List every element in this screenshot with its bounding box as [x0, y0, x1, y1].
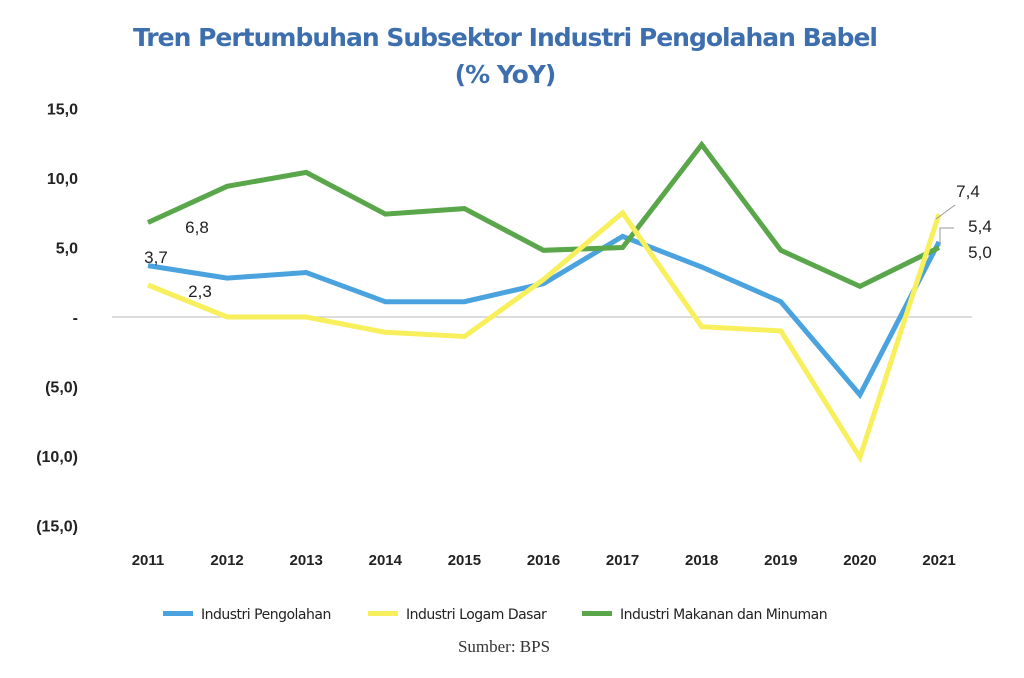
legend-swatch	[582, 611, 612, 616]
y-tick-label: 15,0	[47, 102, 78, 119]
series-line-industri-pengolahan	[147, 233, 942, 400]
x-tick-label: 2012	[210, 552, 243, 569]
chart-title: Tren Pertumbuhan Subsektor Industri Peng…	[133, 23, 877, 52]
legend-item: Industri Makanan dan Minuman	[582, 607, 828, 623]
y-axis-ticks: 15,0 10,0 5,0 - (5,0) (10,0) (15,0)	[36, 102, 78, 536]
y-tick-label: (15,0)	[36, 519, 78, 536]
x-tick-label: 2021	[922, 552, 955, 569]
source-note: Sumber: BPS	[458, 637, 550, 656]
series-line-industri-makanan-dan-minuman	[146, 140, 941, 290]
series-lines	[146, 140, 942, 464]
x-tick-label: 2011	[132, 552, 165, 569]
x-tick-label: 2019	[764, 552, 797, 569]
data-labels: 6,8 3,7 2,3 7,4 5,4 5,0	[144, 182, 992, 301]
x-tick-label: 2020	[843, 552, 876, 569]
legend-label: Industri Logam Dasar	[406, 607, 547, 623]
data-label: 2,3	[188, 282, 212, 301]
leader-line	[939, 227, 954, 246]
data-label: 5,4	[968, 217, 992, 236]
x-tick-label: 2015	[448, 552, 481, 569]
x-tick-label: 2018	[685, 552, 718, 569]
data-label: 7,4	[956, 182, 980, 201]
legend-label: Industri Makanan dan Minuman	[620, 607, 827, 623]
legend-swatch	[368, 611, 398, 616]
legend-label: Industri Pengolahan	[201, 607, 331, 623]
y-tick-label: 10,0	[47, 171, 78, 188]
y-tick-label: (5,0)	[45, 380, 78, 397]
data-label: 5,0	[968, 243, 992, 262]
y-tick-label: -	[73, 310, 78, 327]
data-label: 3,7	[144, 248, 168, 267]
data-label: 6,8	[185, 218, 209, 237]
x-tick-label: 2016	[527, 552, 560, 569]
chart-subtitle: (% YoY)	[455, 60, 556, 89]
series-line-industri-logam-dasar	[147, 209, 942, 464]
x-tick-label: 2013	[290, 552, 323, 569]
leader-line	[935, 204, 956, 220]
x-tick-label: 2017	[606, 552, 639, 569]
y-tick-label: 5,0	[56, 241, 78, 258]
legend: Industri Pengolahan Industri Logam Dasar I…	[163, 607, 828, 623]
x-axis-ticks: 2011 2012 2013 2014 2015 2016 2017 2018 2019 2020…	[132, 552, 956, 569]
y-tick-label: (10,0)	[36, 449, 78, 466]
legend-item: Industri Pengolahan	[163, 607, 331, 623]
x-tick-label: 2014	[369, 552, 403, 569]
legend-swatch	[163, 611, 193, 616]
legend-item: Industri Logam Dasar	[368, 607, 548, 623]
